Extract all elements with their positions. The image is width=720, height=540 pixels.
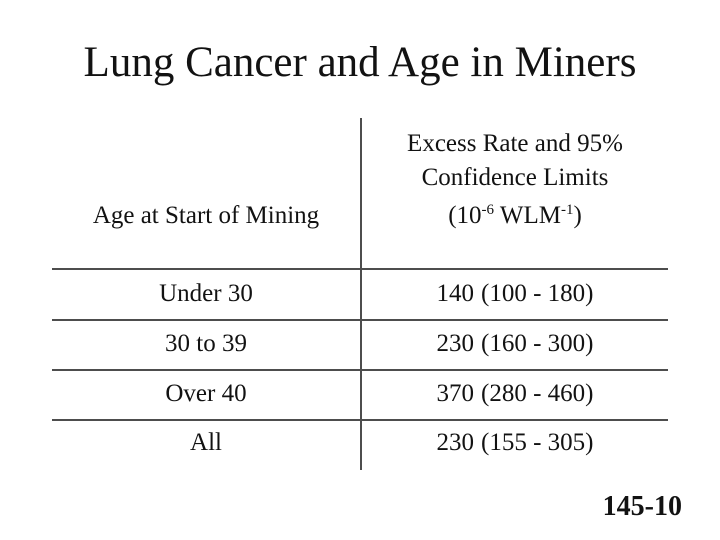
- age-column-header: Age at Start of Mining: [92, 202, 320, 229]
- age-cell-row-2: 30 to 39: [165, 330, 247, 357]
- column-divider-line: [360, 118, 362, 470]
- age-cell-row-3: Over 40: [165, 380, 247, 407]
- row-separator-line-1: [52, 268, 668, 270]
- rate-cell-row-3: 370 (280 - 460): [362, 380, 668, 408]
- row-separator-line-3: [52, 369, 668, 371]
- unit-open: (10: [448, 202, 482, 229]
- rate-value: 230: [436, 429, 475, 456]
- rate-cell-row-4: 230 (155 - 305): [362, 429, 668, 457]
- confidence-interval: (280 - 460): [481, 380, 594, 407]
- unit-mid: WLM: [494, 202, 561, 229]
- confidence-interval: (100 - 180): [481, 280, 594, 307]
- rate-header-unit: (10-6 WLM-1): [362, 199, 668, 236]
- rate-header-line2: Confidence Limits: [421, 164, 609, 191]
- row-separator-line-2: [52, 319, 668, 321]
- age-cell-row-1: Under 30: [159, 280, 253, 307]
- rate-cell-row-2: 230 (160 - 300): [362, 330, 668, 358]
- rate-cell-row-1: 140 (100 - 180): [362, 280, 668, 308]
- unit-exponent-2: -1: [560, 202, 574, 218]
- row-separator-line-4: [52, 419, 668, 421]
- confidence-interval: (155 - 305): [481, 429, 594, 456]
- rate-column-header: Excess Rate and 95% Confidence Limits (1…: [362, 127, 668, 236]
- age-cell-row-4: All: [190, 429, 222, 456]
- confidence-interval: (160 - 300): [481, 330, 594, 357]
- rate-value: 230: [436, 330, 475, 357]
- rate-value: 140: [436, 280, 475, 307]
- unit-exponent-1: -6: [481, 202, 495, 218]
- slide-number: 145-10: [602, 491, 682, 522]
- rate-header-line1: Excess Rate and 95%: [407, 130, 623, 157]
- slide-title: Lung Cancer and Age in Miners: [83, 39, 637, 86]
- rate-value: 370: [436, 380, 475, 407]
- unit-close: ): [573, 202, 582, 229]
